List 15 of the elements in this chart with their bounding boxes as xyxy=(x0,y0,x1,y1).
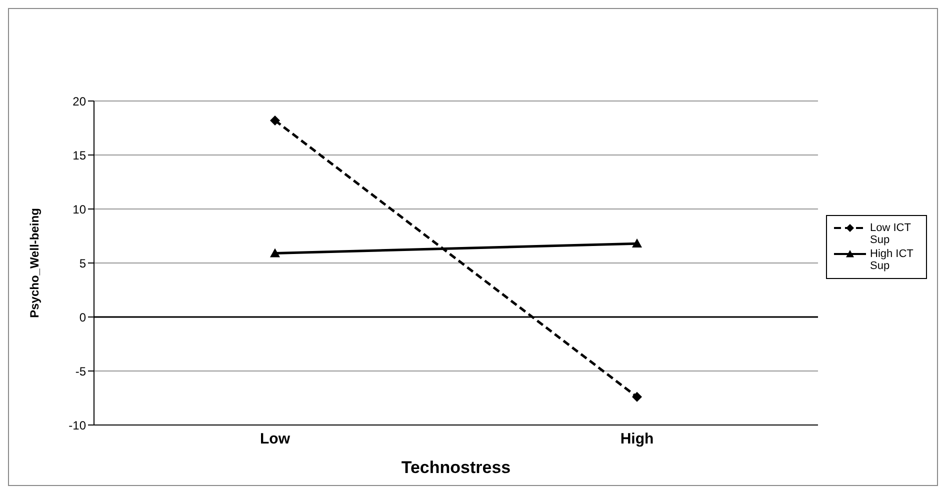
point xyxy=(270,115,280,126)
point xyxy=(632,392,642,402)
legend-label: Low ICT Sup xyxy=(870,222,912,246)
legend-label: High ICT Sup xyxy=(870,248,914,272)
x-tick-label: Low xyxy=(260,430,290,448)
y-tick-label: 0 xyxy=(79,310,86,324)
y-axis-title: Psycho_Well-being xyxy=(27,208,42,318)
y-tick-label: 20 xyxy=(72,94,86,108)
y-tick-label: -5 xyxy=(75,364,86,378)
y-tick-label: 15 xyxy=(72,148,86,162)
y-tick-label: -10 xyxy=(68,418,86,432)
x-axis-title: Technostress xyxy=(401,458,511,477)
y-tick-label: 5 xyxy=(79,256,86,270)
y-tick-label: 10 xyxy=(72,202,86,216)
x-tick-label: High xyxy=(620,430,654,448)
